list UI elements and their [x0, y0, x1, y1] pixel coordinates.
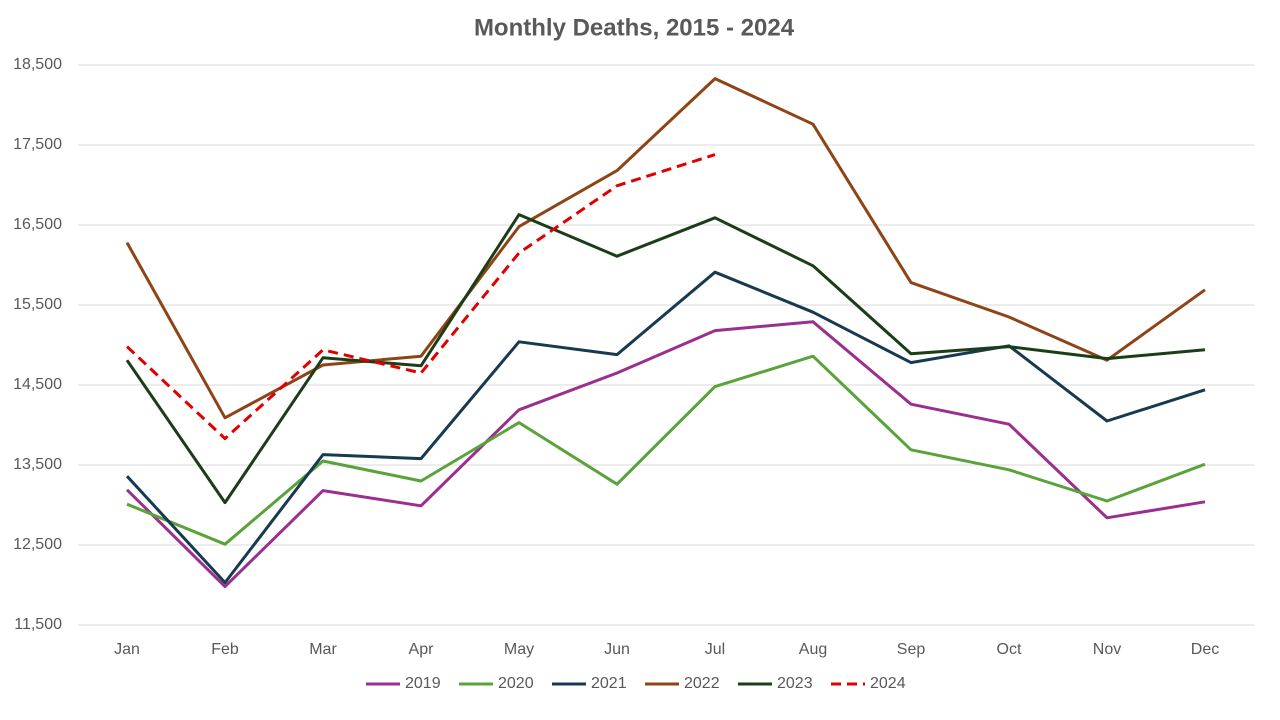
x-tick-label: Aug: [799, 641, 827, 658]
x-tick-label: Oct: [997, 641, 1022, 658]
legend-label: 2019: [405, 675, 441, 692]
x-tick-label: Jul: [705, 641, 725, 658]
legend-label: 2020: [498, 675, 534, 692]
x-tick-label: Apr: [409, 641, 435, 658]
x-tick-label: Nov: [1093, 641, 1121, 658]
series-line: [125, 320, 1206, 589]
chart-title: Monthly Deaths, 2015 - 2024: [474, 14, 795, 41]
x-tick-label: Dec: [1191, 641, 1219, 658]
y-tick-label: 17,500: [13, 136, 62, 153]
series-line: [125, 213, 1206, 505]
y-tick-label: 12,500: [13, 536, 62, 553]
series-line: [125, 153, 716, 441]
series-line: [125, 77, 1206, 420]
x-tick-label: Feb: [211, 641, 239, 658]
y-tick-label: 15,500: [13, 296, 62, 313]
legend-label: 2021: [591, 675, 627, 692]
y-tick-label: 16,500: [13, 216, 62, 233]
legend-label: 2023: [777, 675, 813, 692]
y-tick-label: 14,500: [13, 376, 62, 393]
x-tick-label: Sep: [897, 641, 926, 658]
x-tick-label: Jan: [114, 641, 140, 658]
x-tick-label: May: [504, 641, 534, 658]
legend-label: 2024: [870, 675, 906, 692]
y-tick-label: 18,500: [13, 56, 62, 73]
y-tick-label: 11,500: [14, 616, 62, 633]
legend-label: 2022: [684, 675, 720, 692]
x-tick-label: Jun: [604, 641, 630, 658]
series-line: [125, 270, 1206, 585]
x-tick-label: Mar: [309, 641, 337, 658]
y-tick-label: 13,500: [13, 456, 62, 473]
